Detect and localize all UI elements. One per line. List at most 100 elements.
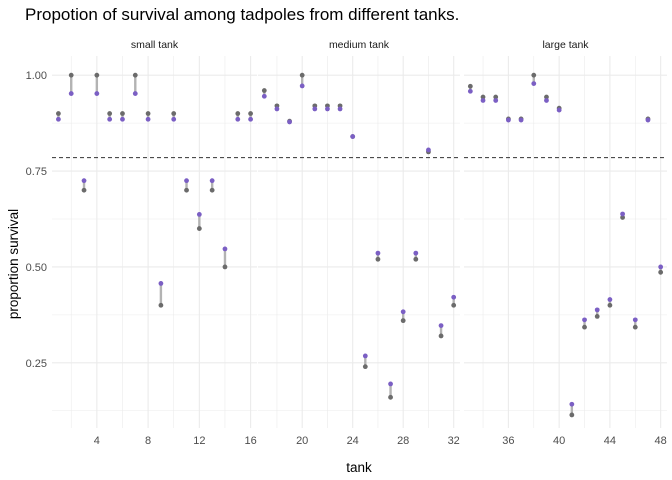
raw-proportion-point: [388, 394, 393, 400]
estimated-proportion-point: [209, 178, 215, 184]
estimated-proportion-point: [56, 116, 61, 122]
x-tick-label: 4: [94, 435, 100, 447]
y-tick-label: 0.50: [26, 262, 47, 274]
estimated-proportion-point: [350, 134, 356, 139]
facet-strip-label: small tank: [131, 39, 179, 51]
estimated-proportion-point: [620, 211, 625, 217]
raw-proportion-point: [413, 256, 419, 262]
estimated-proportion-point: [388, 381, 393, 387]
estimated-proportion-point: [196, 211, 202, 217]
x-tick-label: 48: [655, 435, 667, 447]
estimated-proportion-point: [506, 117, 511, 123]
estimated-proportion-point: [645, 117, 651, 123]
y-tick-label: 0.25: [26, 358, 47, 370]
raw-proportion-point: [222, 264, 228, 270]
raw-proportion-point: [171, 111, 177, 116]
estimated-proportion-point: [132, 91, 138, 96]
raw-proportion-point: [451, 302, 457, 308]
estimated-proportion-point: [426, 147, 431, 153]
raw-proportion-point: [56, 111, 61, 116]
estimated-proportion-point: [400, 309, 406, 315]
raw-proportion-point: [531, 72, 537, 78]
estimated-proportion-point: [81, 178, 87, 184]
estimated-proportion-point: [556, 107, 562, 113]
estimated-proportion-point: [632, 317, 638, 323]
raw-proportion-point: [480, 94, 486, 100]
raw-proportion-point: [107, 111, 113, 116]
x-axis-title: tank: [346, 460, 372, 475]
estimated-proportion-point: [325, 106, 330, 112]
raw-proportion-point: [544, 94, 549, 100]
estimated-proportion-point: [287, 119, 292, 125]
raw-proportion-point: [632, 324, 638, 330]
estimated-proportion-point: [171, 116, 177, 122]
raw-proportion-point: [132, 72, 138, 78]
estimated-proportion-point: [544, 98, 549, 103]
estimated-proportion-point: [184, 178, 189, 184]
estimated-proportion-point: [375, 250, 381, 256]
facet-strip-label: large tank: [542, 39, 589, 51]
estimated-proportion-point: [518, 117, 524, 123]
estimated-proportion-point: [480, 98, 486, 103]
y-axis-title: proportion survival: [6, 209, 21, 319]
x-tick-label: 20: [296, 435, 308, 447]
raw-proportion-point: [467, 83, 473, 89]
raw-proportion-point: [261, 88, 267, 93]
estimated-proportion-point: [261, 93, 267, 99]
raw-proportion-point: [81, 187, 87, 193]
estimated-proportion-point: [594, 307, 600, 313]
y-tick-label: 0.75: [26, 166, 47, 178]
estimated-proportion-point: [107, 116, 113, 122]
raw-proportion-point: [493, 94, 499, 100]
x-tick-label: 24: [347, 435, 359, 447]
estimated-proportion-point: [299, 83, 305, 89]
raw-proportion-point: [120, 111, 125, 116]
facet-panel: large tank 36 40 44 48: [464, 39, 667, 447]
raw-proportion-point: [209, 187, 215, 193]
raw-proportion-point: [438, 333, 444, 339]
raw-proportion-point: [400, 318, 406, 324]
estimated-proportion-point: [607, 297, 613, 302]
estimated-proportion-point: [451, 294, 457, 300]
raw-proportion-point: [248, 111, 253, 116]
x-tick-label: 16: [244, 435, 256, 447]
facet-strip-label: medium tank: [329, 39, 390, 51]
estimated-proportion-point: [531, 81, 537, 87]
estimated-proportion-point: [362, 353, 368, 359]
estimated-proportion-point: [438, 323, 444, 329]
raw-proportion-point: [658, 269, 664, 275]
estimated-proportion-point: [94, 91, 100, 96]
estimated-proportion-point: [222, 246, 228, 252]
raw-proportion-point: [375, 256, 381, 262]
chart-title: Propotion of survival among tadpoles fro…: [25, 5, 459, 24]
estimated-proportion-point: [582, 317, 587, 323]
y-tick-label: 1.00: [26, 70, 47, 82]
raw-proportion-point: [235, 111, 241, 116]
raw-proportion-point: [184, 187, 189, 193]
facet-panel: small tank 4 8 12 16: [52, 39, 257, 447]
estimated-proportion-point: [312, 106, 318, 112]
x-tick-label: 32: [448, 435, 460, 447]
estimated-proportion-point: [120, 116, 125, 122]
raw-proportion-point: [94, 72, 100, 78]
raw-proportion-point: [620, 215, 625, 220]
raw-proportion-point: [68, 72, 74, 78]
x-tick-label: 8: [145, 435, 151, 447]
x-tick-label: 28: [397, 435, 409, 447]
estimated-proportion-point: [235, 116, 241, 122]
raw-proportion-point: [607, 302, 613, 308]
raw-proportion-point: [299, 72, 305, 78]
estimated-proportion-point: [493, 98, 499, 103]
raw-proportion-point: [569, 412, 575, 418]
x-tick-label: 40: [553, 435, 565, 447]
estimated-proportion-point: [337, 106, 343, 112]
raw-proportion-point: [196, 226, 202, 231]
estimated-proportion-point: [413, 250, 419, 256]
estimated-proportion-point: [158, 281, 164, 286]
estimated-proportion-point: [145, 116, 151, 122]
raw-proportion-point: [582, 324, 587, 330]
raw-proportion-point: [158, 302, 164, 308]
estimated-proportion-point: [274, 106, 280, 112]
raw-proportion-point: [594, 314, 600, 319]
